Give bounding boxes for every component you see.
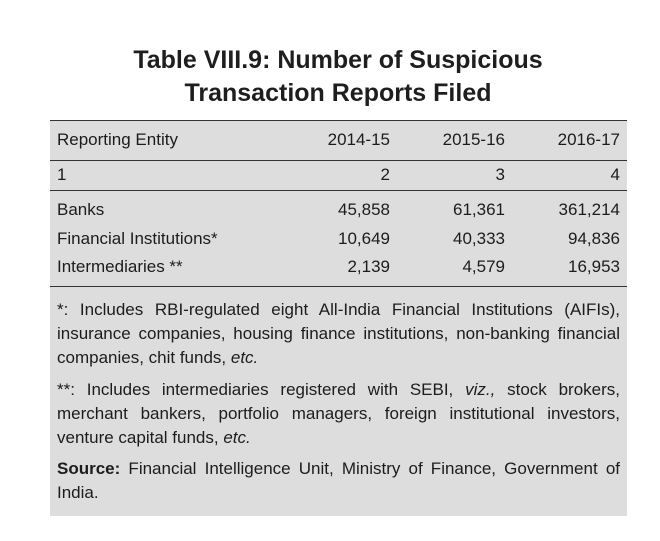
header-2016-17: 2016-17: [557, 130, 620, 149]
table-title-line-1: Table VIII.9: Number of Suspicious: [133, 46, 543, 74]
cell-value: 61,361: [453, 200, 505, 219]
cell-value: 10,649: [338, 229, 390, 248]
table-row: Banks 45,858 61,361 361,214: [57, 198, 620, 222]
column-index-row: 1 2 3 4: [57, 163, 620, 187]
cell-value: 4,579: [462, 257, 505, 276]
row-label-banks: Banks: [57, 200, 105, 219]
footnote-double-asterisk: **: Includes intermediaries registered w…: [57, 380, 620, 447]
column-index-1: 1: [57, 165, 67, 184]
row-label-intermediaries: Intermediaries **: [57, 257, 183, 276]
row-label-financial-institutions: Financial Institutions*: [57, 229, 218, 248]
top-rule: [50, 120, 627, 121]
cell-value: 40,333: [453, 229, 505, 248]
table-row: Intermediaries ** 2,139 4,579 16,953: [57, 255, 620, 279]
table-header-row: Reporting Entity 2014-15 2015-16 2016-17: [57, 128, 620, 152]
table-panel: [50, 120, 627, 516]
column-index-3: 3: [495, 165, 505, 184]
header-2014-15: 2014-15: [327, 130, 390, 149]
table-title-line-2: Transaction Reports Filed: [184, 79, 492, 107]
column-index-2: 2: [380, 165, 390, 184]
footnote-single-asterisk: *: Includes RBI-regulated eight All-Indi…: [57, 300, 620, 367]
index-rule: [50, 190, 627, 191]
cell-value: 16,953: [568, 257, 620, 276]
cell-value: 361,214: [558, 200, 620, 219]
cell-value: 2,139: [347, 257, 390, 276]
source-note: Source: Financial Intelligence Unit, Min…: [57, 459, 620, 502]
body-bottom-rule: [50, 286, 627, 287]
cell-value: 45,858: [338, 200, 390, 219]
header-reporting-entity: Reporting Entity: [57, 130, 178, 149]
table-title: Table VIII.9: Number of Suspicious Trans…: [0, 44, 660, 110]
column-index-4: 4: [610, 165, 620, 184]
header-rule: [50, 160, 627, 161]
table-row: Financial Institutions* 10,649 40,333 94…: [57, 227, 620, 251]
header-2015-16: 2015-16: [442, 130, 505, 149]
cell-value: 94,836: [568, 229, 620, 248]
